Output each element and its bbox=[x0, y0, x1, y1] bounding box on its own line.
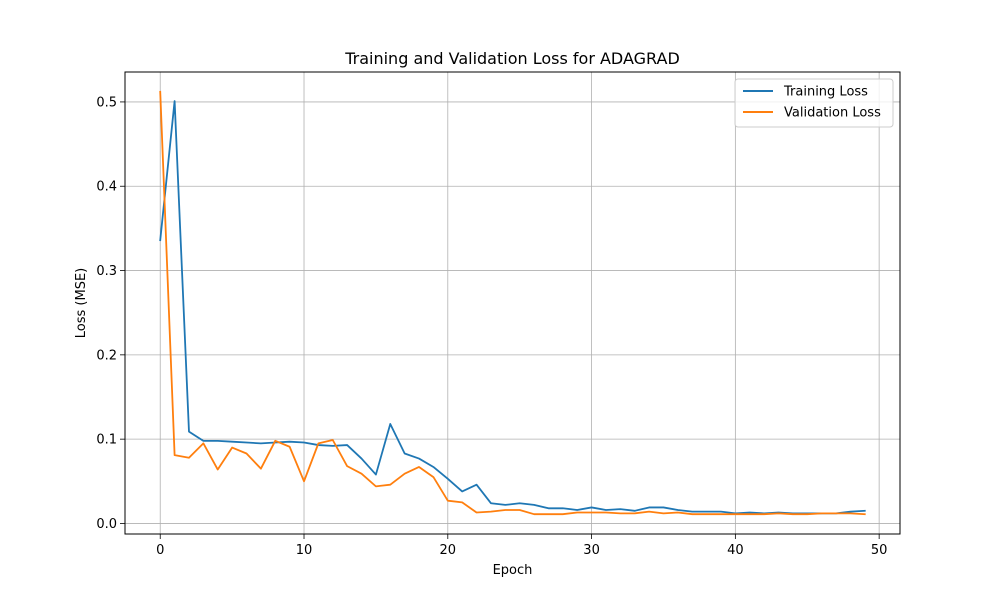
x-tick-label: 0 bbox=[156, 543, 164, 558]
y-tick-label: 0.5 bbox=[96, 95, 117, 110]
legend-label-validation: Validation Loss bbox=[784, 106, 881, 121]
x-tick-label: 20 bbox=[440, 543, 457, 558]
y-axis-label: Loss (MSE) bbox=[74, 268, 89, 338]
legend-box bbox=[734, 78, 894, 128]
y-tick-label: 0.0 bbox=[96, 517, 117, 532]
y-tick-label: 0.2 bbox=[96, 348, 117, 363]
y-tick-label: 0.3 bbox=[96, 264, 117, 279]
validation-loss-line bbox=[159, 90, 866, 516]
x-axis-label: Epoch bbox=[493, 563, 533, 578]
y-tick-label: 0.1 bbox=[96, 433, 117, 448]
y-tick-label: 0.4 bbox=[96, 180, 117, 195]
legend: Training Loss Validation Loss bbox=[734, 78, 894, 128]
chart-title: Training and Validation Loss for ADAGRAD bbox=[344, 49, 680, 68]
x-tick-label: 50 bbox=[871, 543, 888, 558]
x-tick-label: 10 bbox=[296, 543, 313, 558]
grid-lines bbox=[125, 72, 900, 534]
legend-label-training: Training Loss bbox=[783, 85, 868, 100]
series-lines bbox=[159, 90, 866, 516]
plot-frame bbox=[124, 71, 901, 535]
x-tick-label: 40 bbox=[727, 543, 744, 558]
x-tick-label: 30 bbox=[583, 543, 600, 558]
axis-ticks: 0 10 20 30 40 50 0.0 0.1 0.2 0.3 0.4 0.5 bbox=[96, 95, 887, 558]
